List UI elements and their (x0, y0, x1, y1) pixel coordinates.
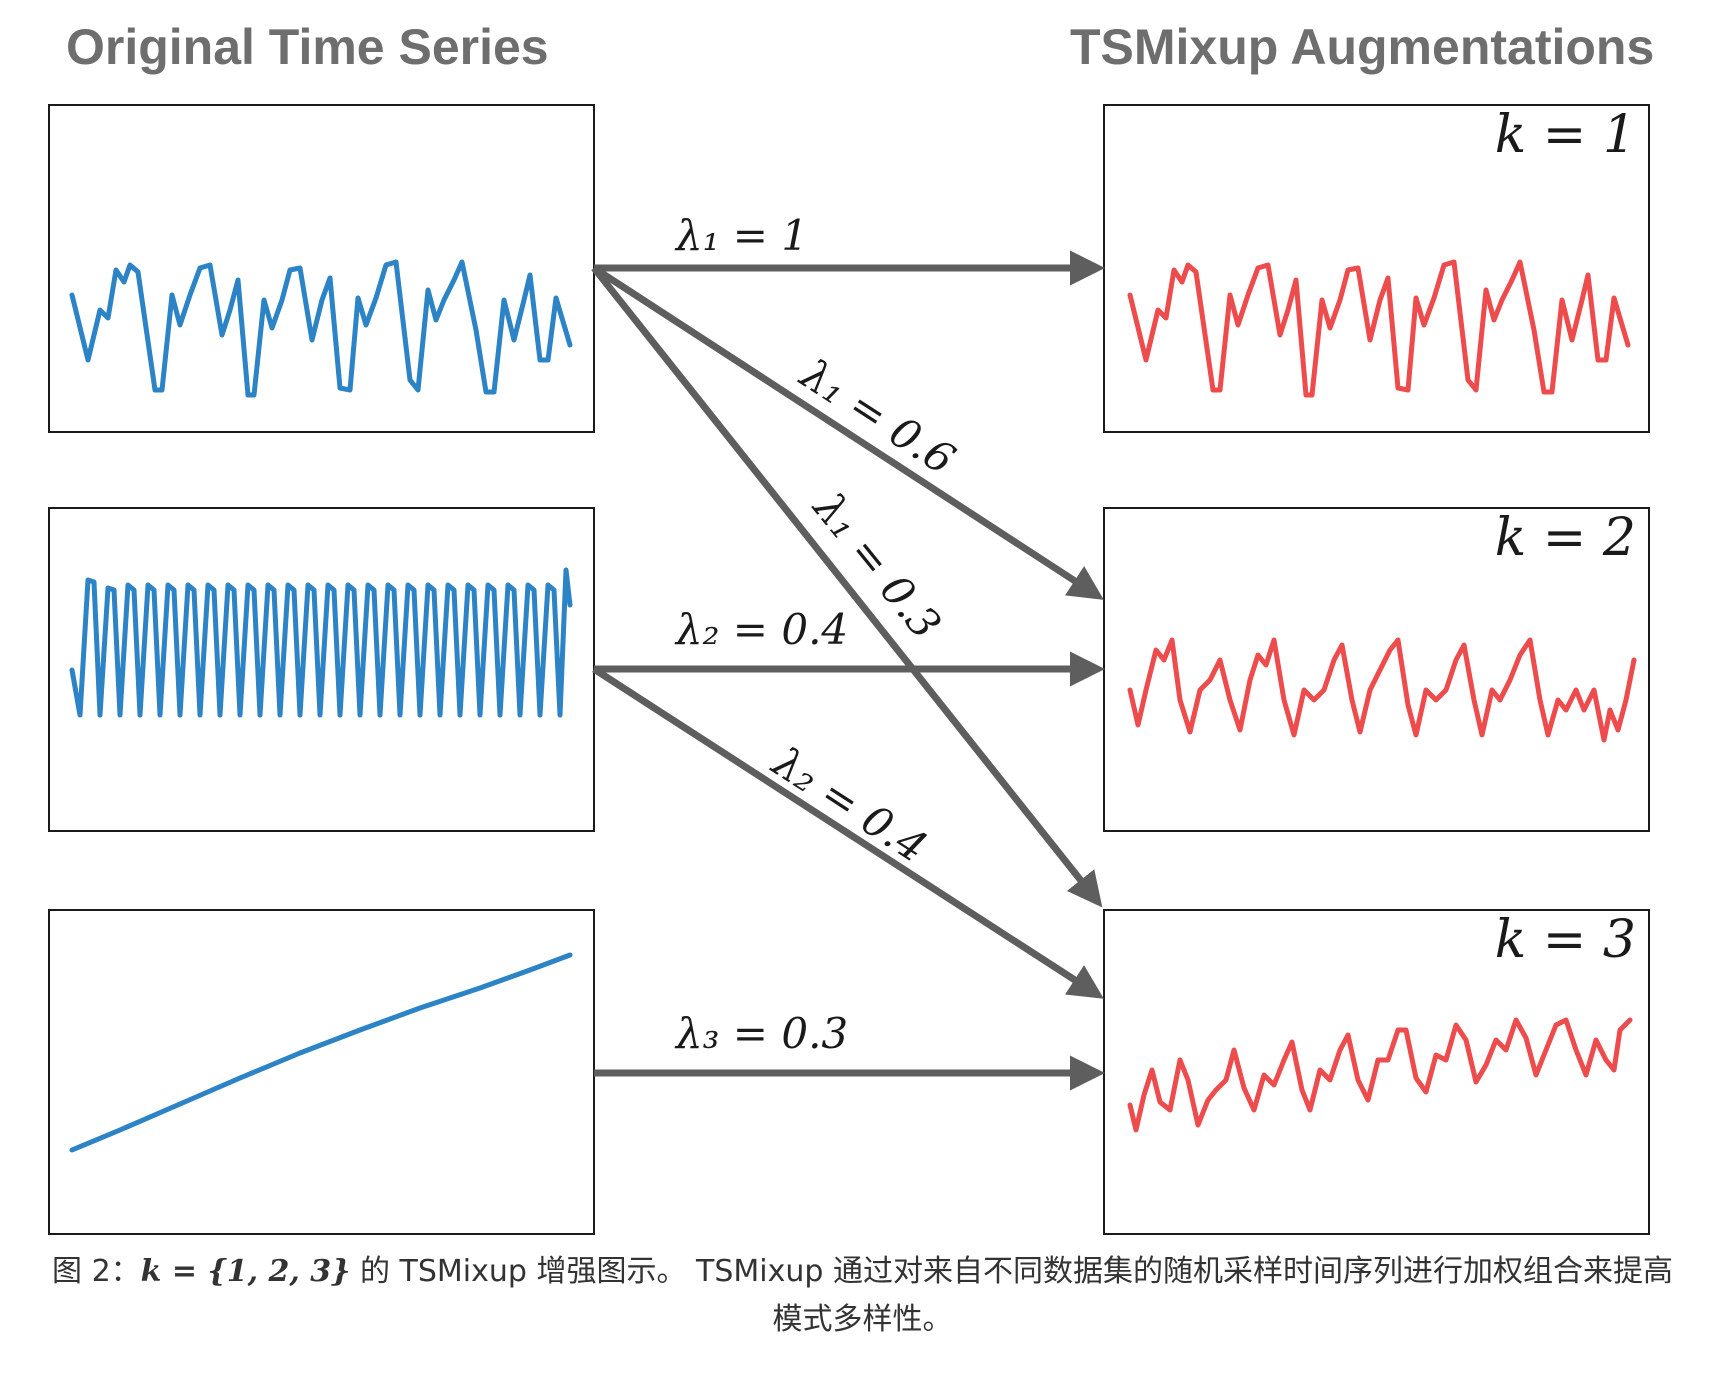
caption-line-2: 模式多样性。 (772, 1302, 953, 1337)
original-series-2-line (69, 567, 573, 718)
label-arrow-2-to-2: λ₂ = 0.4 (674, 605, 848, 654)
caption-math: k = {1, 2, 3} (140, 1254, 351, 1289)
label-arrow-1-to-1: λ₁ = 1 (674, 211, 808, 260)
augmentation-panel-2 (1103, 507, 1650, 832)
augmentation-series-1-line (1127, 259, 1631, 398)
augmentation-series-3-line (1127, 1017, 1633, 1133)
k-label-2: k = 2 (1495, 508, 1636, 568)
caption-line-1: 图 2：k = {1, 2, 3} 的 TSMixup 增强图示。 TSMixu… (0, 1248, 1725, 1296)
arrow-2-to-3 (592, 666, 1104, 999)
original-panel-3 (48, 909, 595, 1235)
caption-prefix: 图 2： (52, 1254, 141, 1289)
original-panel-1 (48, 104, 595, 433)
augmentation-series-2-line (1127, 637, 1637, 743)
augmentations-heading: TSMixup Augmentations (1070, 19, 1655, 75)
arrow-1-to-2 (592, 265, 1104, 600)
arrow-1-to-3 (591, 265, 1103, 908)
original-series-heading: Original Time Series (66, 19, 549, 75)
k-label-1: k = 1 (1495, 105, 1636, 165)
label-arrow-3-to-3: λ₃ = 0.3 (674, 1009, 848, 1058)
label-arrow-2-to-3: λ₂ = 0.4 (763, 736, 936, 872)
original-series-1-line (69, 259, 573, 398)
tsmixup-diagram: λ₁ = 1 λ₁ = 0.6 λ₁ = 0.3 λ₂ = 0.4 λ₂ = 0… (48, 104, 1650, 1235)
caption-text: 的 TSMixup 增强图示。 TSMixup 通过对来自不同数据集的随机采样时… (350, 1254, 1673, 1289)
k-label-3: k = 3 (1495, 910, 1636, 970)
original-series-3-line (69, 952, 573, 1153)
figure-caption: 图 2：k = {1, 2, 3} 的 TSMixup 增强图示。 TSMixu… (0, 1248, 1725, 1344)
